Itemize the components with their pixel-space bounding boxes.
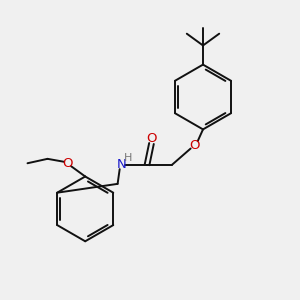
Text: H: H (123, 153, 132, 163)
Text: N: N (116, 158, 126, 171)
Text: O: O (62, 157, 73, 170)
Text: O: O (189, 139, 200, 152)
Text: O: O (146, 132, 157, 145)
